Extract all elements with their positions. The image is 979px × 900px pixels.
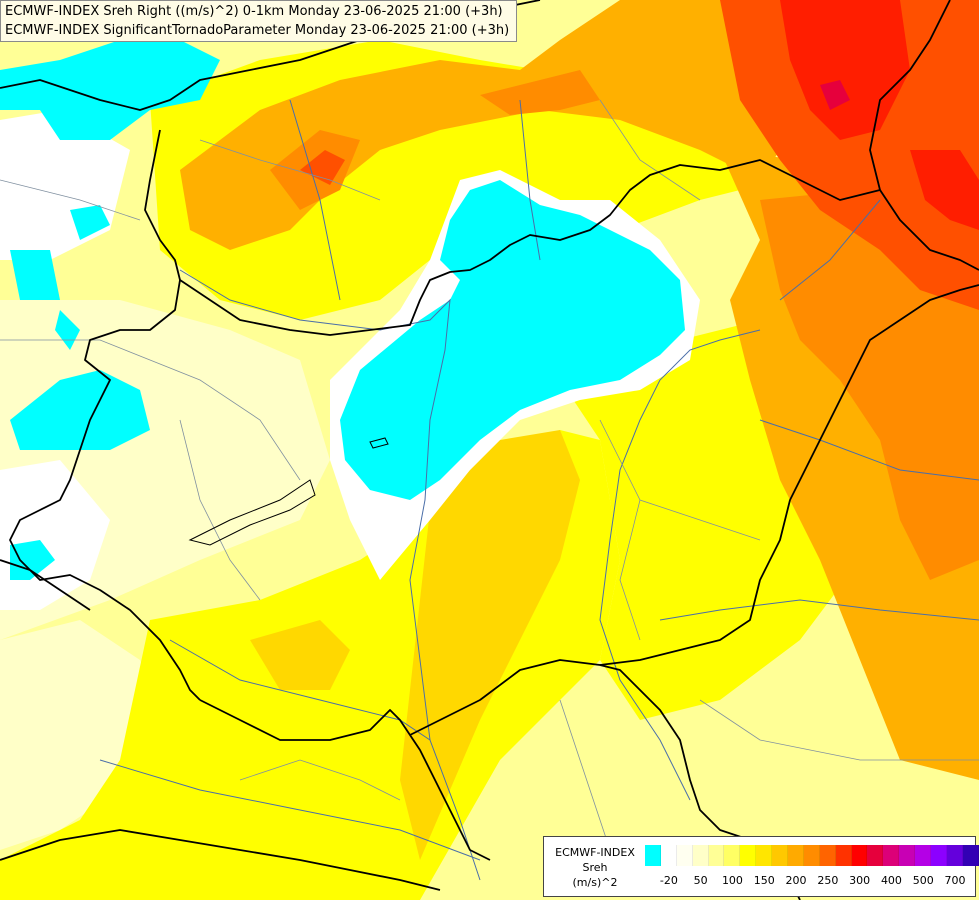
legend-swatch-4	[708, 845, 725, 866]
red-spot-north	[300, 150, 345, 185]
region-line-10	[239, 759, 401, 801]
legend-title: ECMWF-INDEX Sreh (m/s)^2	[546, 845, 644, 890]
border-austria-hungary	[9, 279, 201, 701]
lake-balaton	[188, 479, 316, 546]
region-line-3	[599, 419, 761, 541]
legend-swatch-17	[915, 845, 932, 866]
region-line-4	[619, 499, 641, 641]
legend-tick-label: 700	[944, 874, 966, 887]
border-hungary-romania	[599, 284, 979, 666]
legend-swatch-11	[819, 845, 836, 866]
legend-title-source: ECMWF-INDEX	[555, 846, 635, 859]
legend-tick-label: 500	[912, 874, 934, 887]
legend-swatch-2	[676, 845, 693, 866]
legend-tick-label: 300	[849, 874, 871, 887]
region-line-7	[199, 139, 381, 201]
cyan-zone-west-dot	[70, 205, 110, 240]
legend-tick-label: 50	[693, 874, 708, 887]
crimson-spot-northeast	[820, 80, 850, 110]
river-tisza	[599, 329, 761, 801]
legend-swatch-12	[835, 845, 852, 866]
border-czech-slovakia	[144, 129, 181, 281]
lake-small	[369, 437, 389, 449]
river-north	[289, 99, 341, 301]
legend-swatch-5	[724, 845, 741, 866]
legend-swatch-8	[772, 845, 789, 866]
border-hungary-serbia	[409, 659, 751, 841]
cyan-zone-west	[10, 370, 150, 450]
legend-swatch-3	[692, 845, 709, 866]
river-mures	[659, 599, 979, 621]
region-line-5	[699, 699, 979, 761]
cyan-zone-northwest	[0, 40, 220, 140]
legend-swatch-18	[931, 845, 947, 866]
cyan-zone-center	[340, 180, 685, 500]
border-ukraine	[869, 0, 951, 191]
legend-swatch-9	[788, 845, 804, 866]
cyan-zone-west-small	[10, 250, 60, 300]
region-line-1	[0, 339, 301, 481]
river-north2	[519, 99, 541, 261]
legend-swatch-6	[740, 845, 757, 866]
border-slovenia-croatia	[0, 559, 91, 611]
region-line-2	[179, 419, 261, 601]
legend-ticks: -20 50 100 150 200 250 300 400 500 700	[645, 874, 967, 890]
title-line-sreh: ECMWF-INDEX Sreh Right ((m/s)^2) 0-1km M…	[5, 4, 503, 19]
red-orange-zone-northeast	[720, 0, 979, 310]
legend-swatch-10	[803, 845, 820, 866]
legend-swatch-16	[899, 845, 916, 866]
legend-swatch-14	[867, 845, 884, 866]
legend-swatch-1	[660, 845, 677, 866]
region-line-8	[599, 99, 701, 201]
legend-title-param: Sreh	[582, 861, 608, 874]
legend-swatch-19	[946, 845, 963, 866]
color-legend: ECMWF-INDEX Sreh (m/s)^2 -20 50 100 150 200 2…	[543, 836, 979, 897]
gold-zone-center	[400, 430, 580, 860]
legend-tick-label: 100	[721, 874, 743, 887]
red-zone-northeast	[780, 0, 910, 140]
gold-zone-southwest	[250, 620, 350, 690]
border-slovakia-hungary	[179, 159, 979, 336]
legend-tick-label: -20	[659, 874, 678, 887]
legend-tick-label: 200	[785, 874, 807, 887]
legend-swatch-15	[883, 845, 900, 866]
legend-tick-label: 250	[817, 874, 839, 887]
legend-swatch-13	[851, 845, 868, 866]
river-east	[779, 199, 881, 301]
region-line-9	[0, 179, 141, 221]
legend-swatch-0	[645, 845, 661, 866]
river-sava	[99, 759, 481, 861]
river-somes	[759, 419, 979, 481]
legend-tick-label: 400	[880, 874, 902, 887]
dark-orange-zone-north-center	[480, 70, 600, 115]
region-boundaries	[0, 99, 979, 881]
legend-title-unit: (m/s)^2	[572, 876, 618, 889]
legend-swatches	[645, 845, 979, 866]
orange-zone-north	[180, 0, 800, 250]
border-croatia-bosnia	[0, 829, 441, 891]
pale-zone-southwest	[0, 620, 160, 850]
title-line-stp: ECMWF-INDEX SignificantTornadoParameter …	[5, 23, 510, 38]
map-title-box: ECMWF-INDEX Sreh Right ((m/s)^2) 0-1km M…	[0, 0, 517, 42]
cyan-zone-southwest	[10, 540, 55, 580]
legend-swatch-20	[962, 845, 979, 866]
legend-swatch-7	[756, 845, 773, 866]
legend-tick-label: 150	[753, 874, 775, 887]
red-zone-east	[910, 150, 979, 230]
river-drava	[169, 639, 431, 741]
